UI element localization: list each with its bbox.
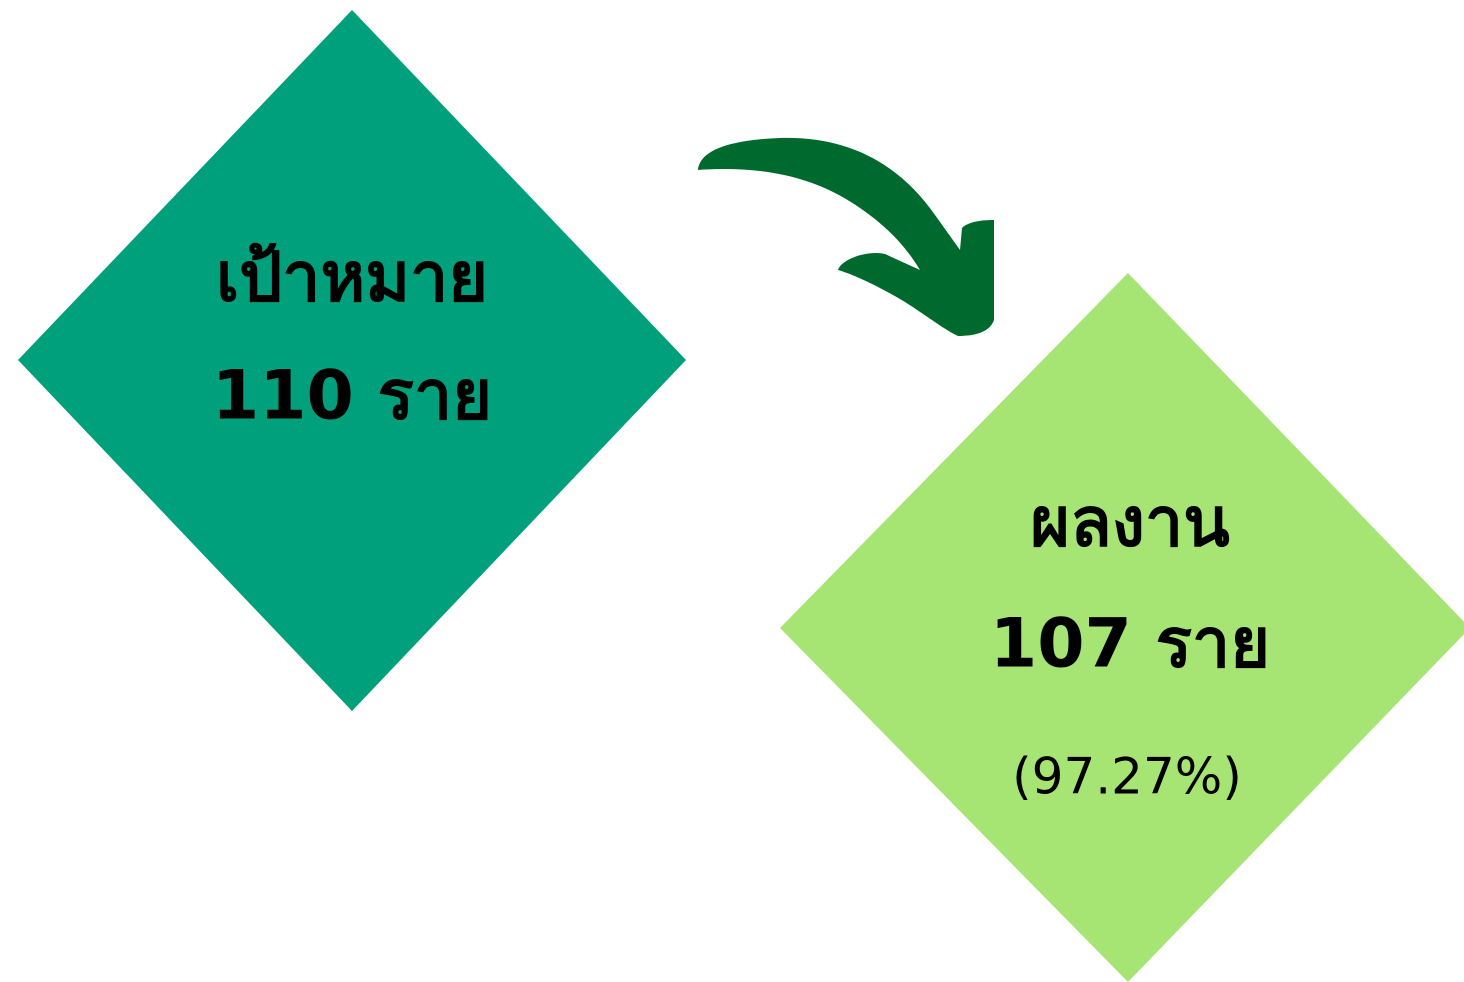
result-label: ผลงาน	[1030, 484, 1229, 563]
target-diamond	[18, 10, 686, 711]
arrow	[698, 137, 994, 336]
result-percent: (97.27%)	[1012, 748, 1242, 806]
target-label: เป้าหมาย	[216, 239, 488, 318]
result-amount: 107 ราย	[990, 605, 1270, 684]
result-diamond	[780, 273, 1464, 982]
target-amount: 110 ราย	[212, 357, 492, 436]
